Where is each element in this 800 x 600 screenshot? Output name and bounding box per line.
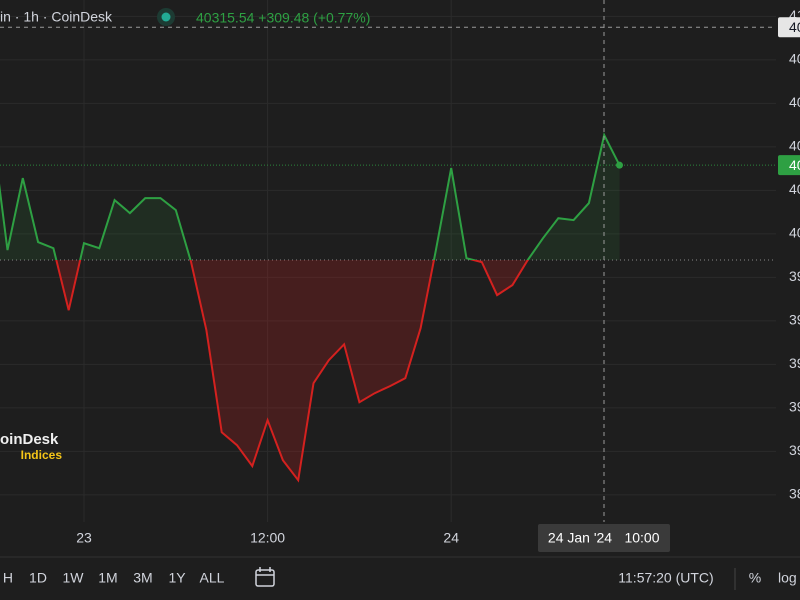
quote: 40315.54 +309.48 (+0.77%) bbox=[196, 10, 370, 26]
last-point bbox=[616, 161, 623, 169]
grid bbox=[0, 0, 776, 522]
line-down bbox=[55, 260, 529, 483]
range-button[interactable]: 1Y bbox=[168, 570, 186, 586]
crosshair-price-label: 40950 bbox=[789, 19, 800, 35]
y-tick-label: 39200 bbox=[789, 399, 800, 415]
status-dot bbox=[161, 12, 171, 22]
plot bbox=[0, 132, 623, 483]
crosshair-price-box bbox=[778, 17, 800, 38]
log-toggle[interactable]: log bbox=[778, 570, 797, 586]
last-price-box bbox=[778, 155, 800, 176]
x-tick-label: 24 bbox=[443, 530, 459, 546]
y-tick-label: 39000 bbox=[789, 442, 800, 458]
x-tick-label: 12:00 bbox=[250, 530, 285, 546]
range-button[interactable]: ALL bbox=[200, 570, 225, 586]
calendar-icon[interactable] bbox=[255, 567, 275, 587]
crosshair-time: 10:00 bbox=[624, 530, 659, 546]
toolbar: H 1D 1W 1M 3M 1Y ALL bbox=[3, 570, 225, 586]
y-tick-label: 40000 bbox=[789, 225, 800, 241]
clock: 11:57:20 (UTC) bbox=[618, 570, 713, 586]
percent-toggle[interactable]: % bbox=[749, 570, 761, 586]
range-button[interactable]: 3M bbox=[133, 570, 152, 586]
range-button[interactable]: H bbox=[3, 570, 13, 586]
area-down bbox=[0, 260, 620, 481]
y-tick-label: 40200 bbox=[789, 181, 800, 197]
y-tick-label: 40800 bbox=[789, 51, 800, 67]
calendar-frame bbox=[255, 569, 275, 587]
range-button[interactable]: 1M bbox=[98, 570, 117, 586]
crosshair-date: 24 Jan '24 bbox=[548, 530, 612, 546]
area-up bbox=[0, 135, 620, 260]
last-price-label: 40315.54 bbox=[789, 157, 800, 173]
y-tick-label: 39800 bbox=[789, 268, 800, 284]
y-tick-label: 40600 bbox=[789, 94, 800, 110]
y-tick-label: 40400 bbox=[789, 138, 800, 154]
line-up bbox=[0, 132, 621, 260]
crosshair-time-box bbox=[538, 524, 670, 552]
x-tick-label: 23 bbox=[76, 530, 92, 546]
chart-title: in · 1h · CoinDesk bbox=[0, 9, 113, 25]
y-tick-label: 38800 bbox=[789, 486, 800, 502]
range-button[interactable]: 1D bbox=[29, 570, 47, 586]
range-button[interactable]: 1W bbox=[63, 570, 85, 586]
y-tick-label: 41000 bbox=[789, 7, 800, 23]
y-tick-label: 39400 bbox=[789, 355, 800, 371]
overlay: 38800 39000 39200 39400 39600 39800 40000 40200… bbox=[0, 7, 800, 546]
y-tick-label: 39600 bbox=[789, 312, 800, 328]
watermark-brand: oinDesk bbox=[0, 431, 59, 448]
watermark-sub: Indices bbox=[21, 448, 63, 462]
